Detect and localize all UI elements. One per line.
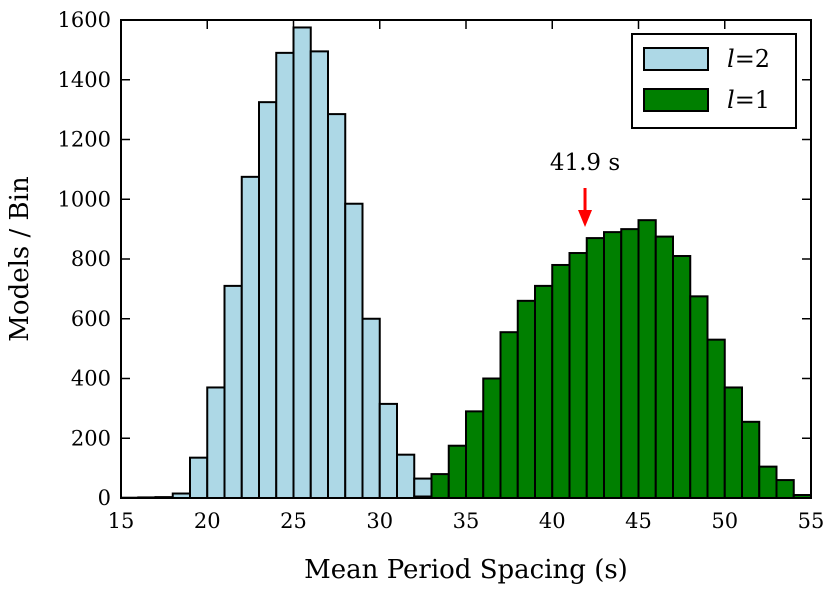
bar-l2	[361, 317, 381, 499]
y-tick-label: 800	[71, 247, 111, 271]
y-tick-label: 600	[71, 307, 111, 331]
y-tick-label: 400	[71, 367, 111, 391]
y-tick-label: 0	[98, 486, 111, 510]
x-tick-label: 15	[108, 509, 135, 533]
legend-label-l2: l=2	[727, 45, 770, 73]
x-tick-label: 20	[194, 509, 221, 533]
bar-l1	[654, 235, 674, 499]
bar-l1	[516, 299, 536, 500]
x-tick-label: 25	[280, 509, 307, 533]
y-axis-label: Models / Bin	[5, 176, 35, 342]
bar-l1	[775, 479, 795, 500]
x-tick-label: 50	[711, 509, 738, 533]
x-tick-label: 40	[539, 509, 566, 533]
bar-l1	[534, 284, 554, 500]
bar-l2	[413, 477, 433, 499]
bar-l1	[620, 228, 640, 499]
series-l2-bars	[120, 26, 450, 500]
bar-l1	[430, 473, 450, 500]
bar-l2	[223, 284, 243, 500]
legend-label-l1: l=1	[727, 86, 770, 114]
bar-l1	[499, 331, 519, 499]
bar-l2	[378, 402, 398, 499]
bar-l1	[689, 295, 709, 499]
legend: l=2 l=1	[631, 33, 797, 129]
bar-l1	[723, 386, 743, 499]
bar-l1	[741, 420, 761, 500]
bar-l2	[327, 113, 347, 499]
bar-l1	[603, 231, 623, 500]
legend-swatch-l1	[643, 88, 709, 112]
bar-l2	[240, 175, 260, 499]
legend-swatch-l2	[643, 47, 709, 71]
bar-l1	[758, 465, 778, 500]
bar-l1	[706, 338, 726, 499]
bar-l1	[465, 410, 485, 499]
y-tick-label: 1000	[58, 187, 111, 211]
bar-l2	[275, 51, 295, 500]
peak-annotation: 41.9 s	[550, 150, 620, 227]
bar-l1	[568, 252, 588, 499]
x-axis-label: Mean Period Spacing (s)	[304, 555, 628, 585]
bar-l1	[637, 219, 657, 499]
bar-l1	[672, 255, 692, 500]
bar-l1	[447, 444, 467, 499]
bar-l2	[189, 456, 209, 500]
bar-l2	[309, 50, 329, 500]
series-l1-bars	[413, 219, 812, 500]
x-tick-label: 45	[625, 509, 652, 533]
bar-l2	[396, 453, 416, 499]
y-tick-label: 200	[71, 426, 111, 450]
annotation-label: 41.9 s	[550, 150, 620, 176]
x-tick-label: 55	[798, 509, 825, 533]
annotation-arrow-head	[578, 210, 593, 227]
bar-l1	[482, 377, 502, 499]
bar-l2	[258, 101, 278, 499]
x-tick-label: 30	[366, 509, 393, 533]
bar-l2	[206, 386, 226, 499]
y-tick-label: 1600	[58, 8, 111, 32]
x-axis-ticks: 15 20 25 30 35 40 45 50 55	[108, 20, 825, 533]
y-tick-label: 1400	[58, 68, 111, 92]
y-tick-label: 1200	[58, 128, 111, 152]
bar-l1	[585, 237, 605, 499]
y-axis-ticks: 0 200 400 600 800 1000 1200 1400 1600	[58, 8, 811, 510]
bar-l1	[551, 263, 571, 499]
bar-l2	[344, 202, 364, 499]
bar-l2	[292, 26, 312, 499]
x-tick-label: 35	[453, 509, 480, 533]
